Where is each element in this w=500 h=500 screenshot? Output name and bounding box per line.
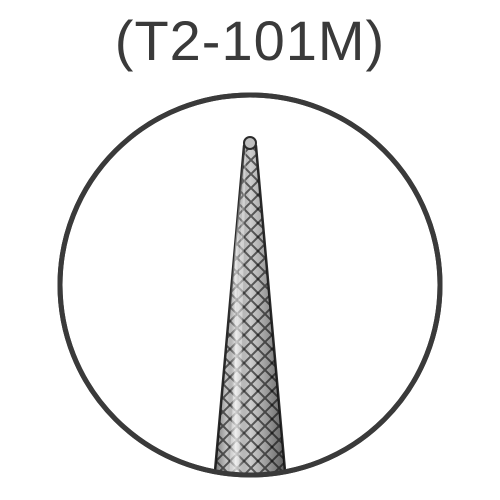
product-label: (T2-101M)	[0, 8, 500, 73]
tool-tip	[244, 137, 256, 149]
product-figure	[55, 90, 445, 480]
figure-svg	[55, 90, 445, 480]
